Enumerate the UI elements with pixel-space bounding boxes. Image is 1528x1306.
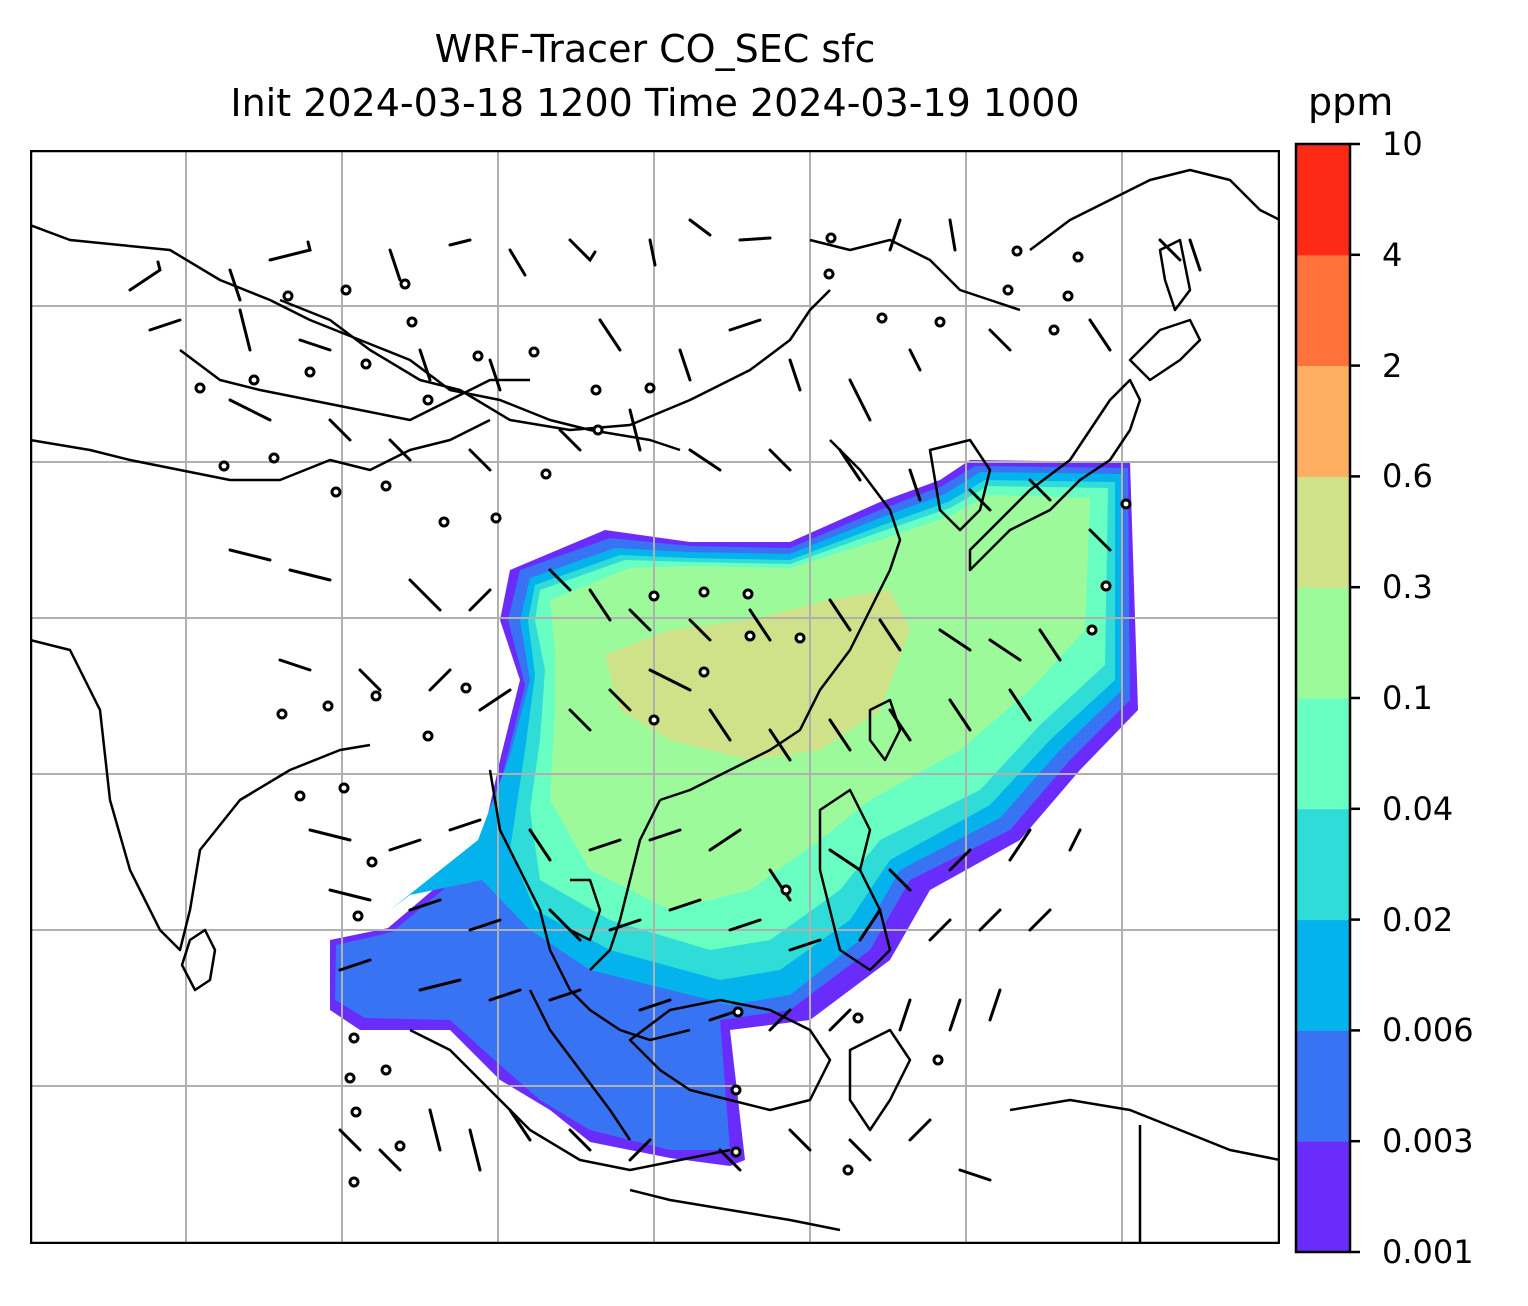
borneo-coast [628,998,832,1112]
colorbar-unit: ppm [1308,80,1394,124]
colorbar-tick-label: 0.04 [1382,789,1454,828]
new-guinea-coast [1009,1098,1280,1162]
java-coast [629,1188,841,1232]
colorbar [1294,142,1360,1254]
himalaya-border [30,418,491,482]
taiwan-coast [868,698,902,762]
india-coast [30,638,371,952]
concentration-field [330,460,1138,1166]
tibet-border [179,349,530,422]
colorbar-segment [1296,365,1350,477]
hokkaido-coast [1128,318,1202,382]
chart-title-line1: WRF-Tracer CO_SEC sfc [434,27,876,71]
korea-coast [928,438,992,532]
colorbar-segment [1296,808,1350,921]
colorbar-segment [1296,144,1350,256]
wind-barbs [128,218,1202,1182]
philippines-coast [818,788,892,972]
map-border [30,150,1280,1244]
srilanka-coast [180,928,217,992]
sulawesi-coast [848,1028,912,1132]
colorbar-segment [1296,698,1350,810]
colorbar-tick-label: 0.02 [1382,900,1454,939]
colorbar-segment [1296,1030,1350,1142]
mongolia-border [279,289,831,432]
chart-title-line2: Init 2024-03-18 1200 Time 2024-03-19 100… [230,81,1080,125]
sumatra-coast [409,1028,731,1172]
colorbar-segment [1296,254,1350,367]
colorbar-segment [1296,1141,1350,1253]
map-panel [30,150,1280,1244]
colorbar-tick-label: 4 [1382,235,1403,274]
colorbar-segment [1296,476,1350,588]
central-asia-border [30,223,681,452]
colorbar-tick-label: 0.3 [1382,568,1433,607]
sakhalin-coast [1158,238,1192,312]
colorbar-tick-label: 0.6 [1382,457,1433,496]
vietnam-coast [589,799,662,971]
colorbar-segment [1296,587,1350,699]
colorbar-tick-label: 0.1 [1382,679,1433,717]
colorbar-segment [1296,919,1350,1031]
graticule [30,150,1280,1244]
concentration-band-0.3 [605,590,910,760]
russia-border [809,238,1021,312]
russia-pacific-coast [1029,168,1280,251]
calm-markers [194,232,1132,1188]
colorbar-tick-label: 10 [1382,125,1423,163]
colorbar-tick-label: 0.006 [1382,1011,1474,1050]
colorbar-tick-label: 2 [1382,346,1403,385]
malay-peninsula [528,989,632,1141]
japan-coast [968,378,1142,572]
china-east-coast [659,439,902,802]
colorbar-tick-label: 0.001 [1382,1233,1474,1271]
colorbar-tick-label: 0.003 [1382,1122,1474,1161]
